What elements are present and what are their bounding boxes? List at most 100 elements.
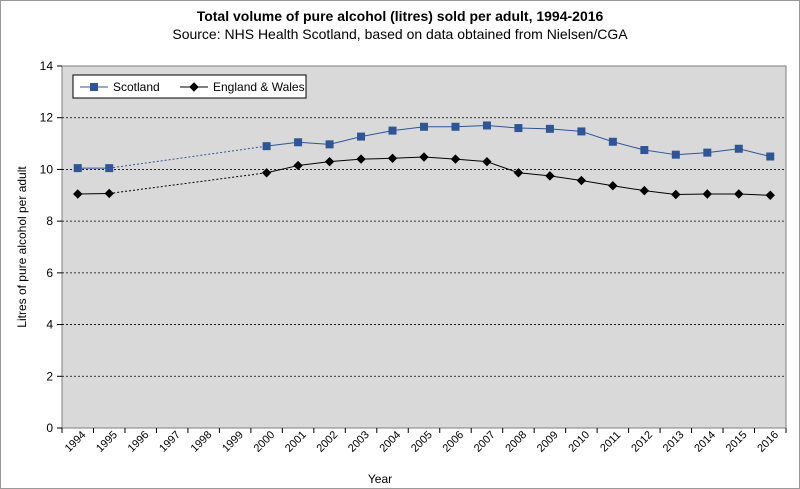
series-line xyxy=(392,126,425,132)
x-tick-label: 1997 xyxy=(157,429,183,455)
series-line xyxy=(518,172,550,177)
x-tick-label: 2000 xyxy=(252,429,278,455)
series-line xyxy=(644,149,676,156)
series-line xyxy=(109,172,267,194)
series-line xyxy=(549,175,582,182)
data-point xyxy=(90,83,98,91)
data-point xyxy=(357,132,366,141)
series-line xyxy=(518,127,550,130)
legend: Scotland England & Wales xyxy=(72,74,307,99)
x-tick-label: 1998 xyxy=(189,429,215,455)
series-line xyxy=(266,141,299,147)
x-tick-label: 2015 xyxy=(724,429,750,455)
series-line xyxy=(266,165,299,174)
y-tick-label: 2 xyxy=(46,369,53,383)
data-point xyxy=(482,156,492,167)
series-line xyxy=(77,192,110,195)
chart-subtitle: Source: NHS Health Scotland, based on da… xyxy=(172,26,628,42)
y-tick-label: 8 xyxy=(46,214,53,228)
series-line xyxy=(612,141,645,151)
data-point xyxy=(387,153,398,164)
x-tick-label: 2012 xyxy=(629,429,655,455)
y-tick-label: 10 xyxy=(40,162,54,176)
x-tick-label: 1996 xyxy=(126,429,152,455)
x-tick-label: 1995 xyxy=(94,429,120,455)
data-point xyxy=(450,154,461,164)
series-line xyxy=(298,161,330,167)
series-line xyxy=(486,161,519,174)
data-point xyxy=(104,188,114,199)
data-point xyxy=(576,175,587,186)
data-point xyxy=(105,164,114,173)
data-point xyxy=(293,160,303,171)
series-line xyxy=(455,158,487,163)
series-line xyxy=(109,145,267,169)
x-axis-label: Year xyxy=(368,472,392,486)
x-tick-label: 2003 xyxy=(346,429,372,455)
y-tick-label: 12 xyxy=(40,111,54,125)
data-point xyxy=(671,150,680,159)
data-point xyxy=(545,171,555,181)
y-axis: 0 2 4 6 8 10 12 14 xyxy=(40,59,62,435)
data-point xyxy=(482,121,491,130)
x-tick-label: 2014 xyxy=(692,429,718,455)
data-point xyxy=(388,126,397,135)
series xyxy=(73,121,775,173)
series-line xyxy=(455,124,487,128)
data-point xyxy=(73,164,82,173)
data-point xyxy=(734,144,743,153)
x-tick-label: 2011 xyxy=(598,429,623,454)
x-tick-label: 2016 xyxy=(755,429,781,455)
legend-item: England & Wales xyxy=(180,80,305,94)
series-line xyxy=(392,156,425,159)
data-point xyxy=(514,124,523,133)
legend-label: England & Wales xyxy=(213,80,305,94)
data-point xyxy=(734,189,744,199)
x-tick-label: 2010 xyxy=(566,429,592,455)
data-point xyxy=(702,189,713,199)
data-point xyxy=(545,124,554,133)
x-tick-label: 2013 xyxy=(661,429,687,455)
series-line xyxy=(581,180,613,187)
series-line xyxy=(549,128,582,132)
series-line xyxy=(581,130,614,143)
data-point xyxy=(262,142,271,151)
gridlines xyxy=(62,117,786,377)
series-line xyxy=(675,152,708,156)
data-point xyxy=(294,138,303,147)
series-line xyxy=(738,148,771,157)
series-line xyxy=(360,130,393,138)
series-line xyxy=(644,190,676,196)
series-line xyxy=(361,157,393,160)
legend-label: Scotland xyxy=(113,80,160,94)
data-point xyxy=(325,140,334,149)
x-tick-label: 2005 xyxy=(409,429,435,455)
x-tick-label: 2001 xyxy=(283,429,309,455)
x-tick-label: 1999 xyxy=(220,429,246,455)
y-axis-label: Litres of pure alcohol per adult xyxy=(15,166,29,328)
data-point xyxy=(419,152,429,162)
series-line xyxy=(423,156,456,160)
data-point xyxy=(420,122,428,131)
series-line xyxy=(329,136,362,145)
x-tick-label: 2004 xyxy=(378,429,404,455)
data-point xyxy=(189,82,199,92)
data-point xyxy=(577,127,586,136)
y-tick-label: 0 xyxy=(46,421,53,435)
plot-area xyxy=(61,65,787,429)
data-point xyxy=(703,148,712,157)
data-point xyxy=(324,156,335,167)
x-tick-label: 2002 xyxy=(315,429,341,455)
chart-title: Total volume of pure alcohol (litres) so… xyxy=(196,8,604,24)
data-point xyxy=(261,168,272,178)
data-point xyxy=(639,185,650,196)
series xyxy=(73,152,775,200)
x-axis: 1994 1995 1996 1997 1998 1999 2000 2001 2002 2003… xyxy=(61,428,787,455)
data-point xyxy=(640,146,649,155)
data-point xyxy=(451,122,460,131)
y-tick-label: 4 xyxy=(46,318,53,332)
x-tick-label: 2006 xyxy=(440,429,466,455)
y-tick-label: 14 xyxy=(40,59,54,73)
data-point xyxy=(73,189,83,199)
